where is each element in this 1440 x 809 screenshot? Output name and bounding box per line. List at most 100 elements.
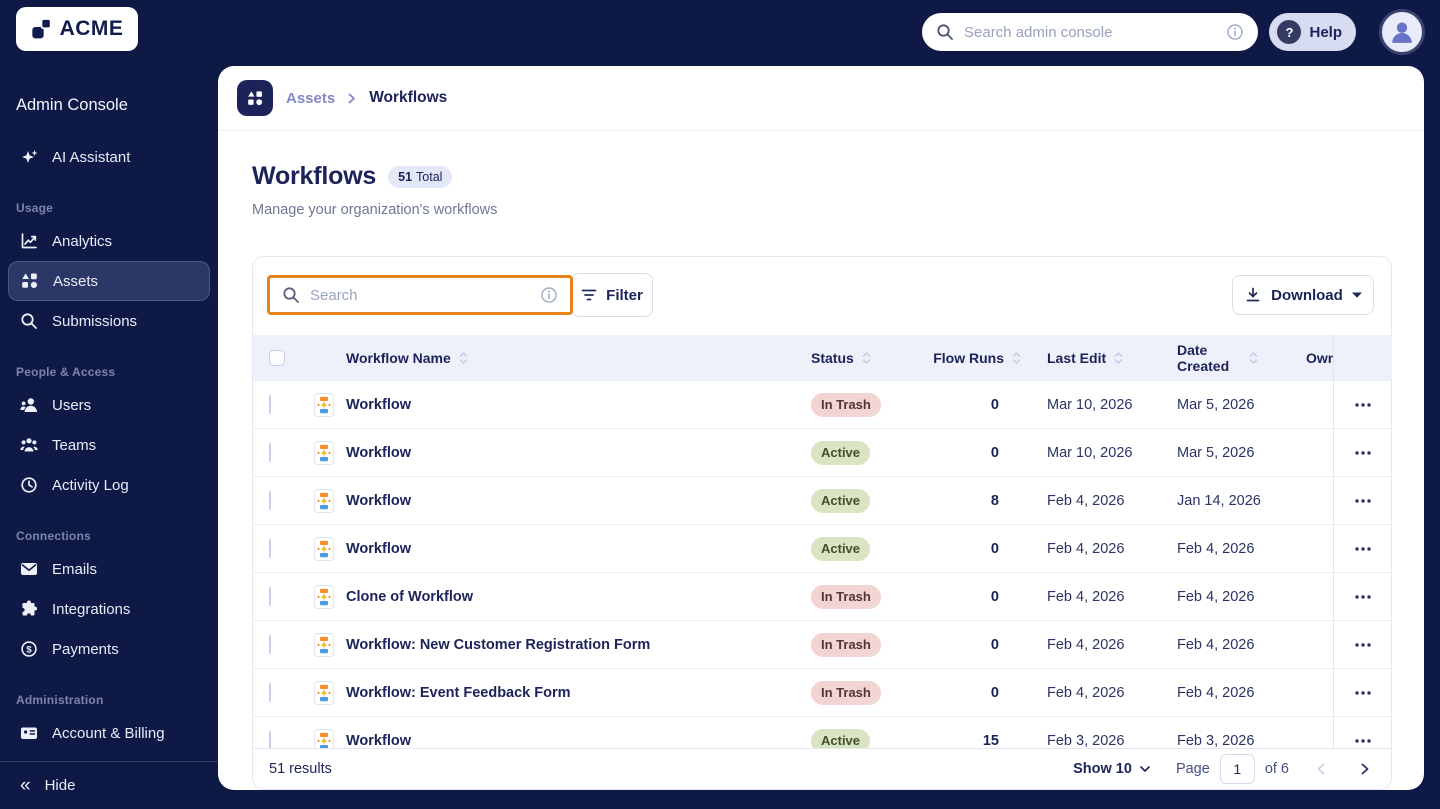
- sidebar-section-usage: Usage: [16, 201, 54, 215]
- search-icon: [282, 286, 300, 304]
- page-subtitle: Manage your organization's workflows: [252, 202, 498, 218]
- row-checkbox[interactable]: [269, 538, 271, 558]
- workflow-name-link[interactable]: Workflow: [346, 396, 411, 413]
- row-checkbox[interactable]: [269, 394, 271, 414]
- page-number-input[interactable]: [1219, 754, 1255, 784]
- column-header-flow-runs[interactable]: Flow Runs: [869, 335, 1021, 381]
- download-icon: [1244, 286, 1262, 304]
- breadcrumb-assets-link[interactable]: Assets: [286, 89, 336, 107]
- sidebar-item-account-billing[interactable]: Account & Billing: [8, 713, 210, 753]
- column-header-workflow-name[interactable]: Workflow Name: [346, 335, 468, 381]
- next-page-button[interactable]: [1361, 763, 1369, 775]
- sidebar-item-payments[interactable]: $ Payments: [8, 629, 210, 669]
- ellipsis-icon: [1355, 642, 1371, 647]
- row-actions-button[interactable]: [1333, 573, 1391, 620]
- assets-icon: [21, 272, 39, 290]
- sidebar-title: Admin Console: [16, 96, 128, 114]
- workflow-name-link[interactable]: Workflow: [346, 492, 411, 509]
- row-actions-button[interactable]: [1333, 429, 1391, 476]
- sidebar-item-activity-log[interactable]: Activity Log: [8, 465, 210, 505]
- admin-search: [922, 13, 1258, 51]
- column-label: Owner: [1306, 350, 1333, 366]
- previous-page-button[interactable]: [1317, 763, 1325, 775]
- date-created-value: Feb 4, 2026: [1177, 636, 1255, 653]
- sort-icon: [459, 351, 468, 365]
- row-checkbox[interactable]: [269, 490, 271, 510]
- row-checkbox[interactable]: [269, 682, 271, 702]
- status-badge: Active: [811, 536, 871, 561]
- table-row: Workflow Active 0 Mar 10, 2026 Mar 5, 20…: [253, 429, 1391, 477]
- workflow-name-link[interactable]: Workflow: [346, 540, 411, 557]
- flow-runs-value: 8: [990, 492, 999, 509]
- acme-logo: ACME: [16, 7, 138, 51]
- table-row: Workflow Active 15 Feb 3, 2026 Feb 3, 20…: [253, 717, 1391, 750]
- ellipsis-icon: [1355, 402, 1371, 407]
- table-row: Workflow Active 0 Feb 4, 2026 Feb 4, 202…: [253, 525, 1391, 573]
- status-badge: In Trash: [811, 632, 881, 657]
- workflow-name-link[interactable]: Workflow: [346, 732, 411, 749]
- workflow-name-link[interactable]: Workflow: New Customer Registration Form: [346, 636, 651, 653]
- chevron-down-icon: [1140, 766, 1150, 772]
- row-checkbox[interactable]: [269, 730, 271, 750]
- clock-icon: [20, 476, 38, 494]
- sidebar: Admin Console AI Assistant Usage Analyti…: [0, 66, 218, 809]
- sidebar-item-analytics[interactable]: Analytics: [8, 221, 210, 261]
- users-icon: [20, 396, 38, 414]
- sidebar-item-ai-assistant[interactable]: AI Assistant: [8, 137, 210, 177]
- date-created-value: Feb 4, 2026: [1177, 684, 1255, 701]
- row-checkbox[interactable]: [269, 634, 271, 654]
- results-count: 51 results: [269, 761, 332, 777]
- sidebar-item-teams[interactable]: Teams: [8, 425, 210, 465]
- sidebar-item-integrations[interactable]: Integrations: [8, 589, 210, 629]
- email-icon: [20, 560, 38, 578]
- download-label: Download: [1271, 286, 1343, 304]
- flow-runs-value: 0: [990, 444, 999, 461]
- sidebar-item-label: Assets: [53, 272, 99, 290]
- column-header-owner[interactable]: Owner: [1306, 335, 1333, 381]
- row-actions-button[interactable]: [1333, 669, 1391, 716]
- puzzle-icon: [20, 600, 38, 618]
- status-badge: In Trash: [811, 584, 881, 609]
- chevron-right-icon: [348, 93, 356, 104]
- flow-runs-value: 0: [990, 540, 999, 557]
- sparkles-icon: [20, 148, 38, 166]
- column-header-last-edit[interactable]: Last Edit: [1047, 335, 1123, 381]
- column-header-status[interactable]: Status: [811, 335, 871, 381]
- assets-tile-icon: [237, 80, 273, 116]
- sidebar-item-emails[interactable]: Emails: [8, 549, 210, 589]
- column-header-date-created[interactable]: Date Created: [1177, 335, 1279, 381]
- page-size-select[interactable]: Show 10: [1073, 761, 1150, 777]
- row-actions-button[interactable]: [1333, 717, 1391, 750]
- sidebar-item-label: Payments: [52, 640, 119, 658]
- sidebar-collapse-button[interactable]: « Hide: [0, 761, 218, 809]
- download-button[interactable]: Download: [1232, 275, 1374, 315]
- row-actions-button[interactable]: [1333, 525, 1391, 572]
- table-search-input[interactable]: [310, 286, 530, 304]
- topbar: ACME ? Help: [0, 0, 1440, 66]
- workflow-name-link[interactable]: Workflow: [346, 444, 411, 461]
- workflow-icon: [314, 536, 334, 561]
- row-actions-button[interactable]: [1333, 381, 1391, 428]
- table-footer: 51 results Show 10 Page of 6: [253, 748, 1391, 789]
- workflow-name-link[interactable]: Workflow: Event Feedback Form: [346, 684, 571, 701]
- status-badge: Active: [811, 728, 871, 750]
- sidebar-item-users[interactable]: Users: [8, 385, 210, 425]
- workflow-icon: [314, 632, 334, 657]
- sort-icon: [1012, 351, 1021, 365]
- row-checkbox[interactable]: [269, 442, 271, 462]
- sidebar-item-submissions[interactable]: Submissions: [8, 301, 210, 341]
- page-label: Page: [1175, 761, 1210, 777]
- help-button[interactable]: ? Help: [1269, 13, 1356, 51]
- admin-search-input[interactable]: [964, 23, 1216, 41]
- workflow-name-link[interactable]: Clone of Workflow: [346, 588, 474, 605]
- user-avatar[interactable]: [1379, 9, 1425, 55]
- sidebar-item-assets[interactable]: Assets: [8, 261, 210, 301]
- select-all-checkbox[interactable]: [269, 350, 285, 366]
- row-actions-button[interactable]: [1333, 477, 1391, 524]
- ellipsis-icon: [1355, 450, 1371, 455]
- row-actions-button[interactable]: [1333, 621, 1391, 668]
- row-checkbox[interactable]: [269, 586, 271, 606]
- filter-button[interactable]: Filter: [571, 273, 653, 317]
- last-edit-value: Mar 10, 2026: [1047, 396, 1133, 413]
- sidebar-item-label: Activity Log: [52, 476, 129, 494]
